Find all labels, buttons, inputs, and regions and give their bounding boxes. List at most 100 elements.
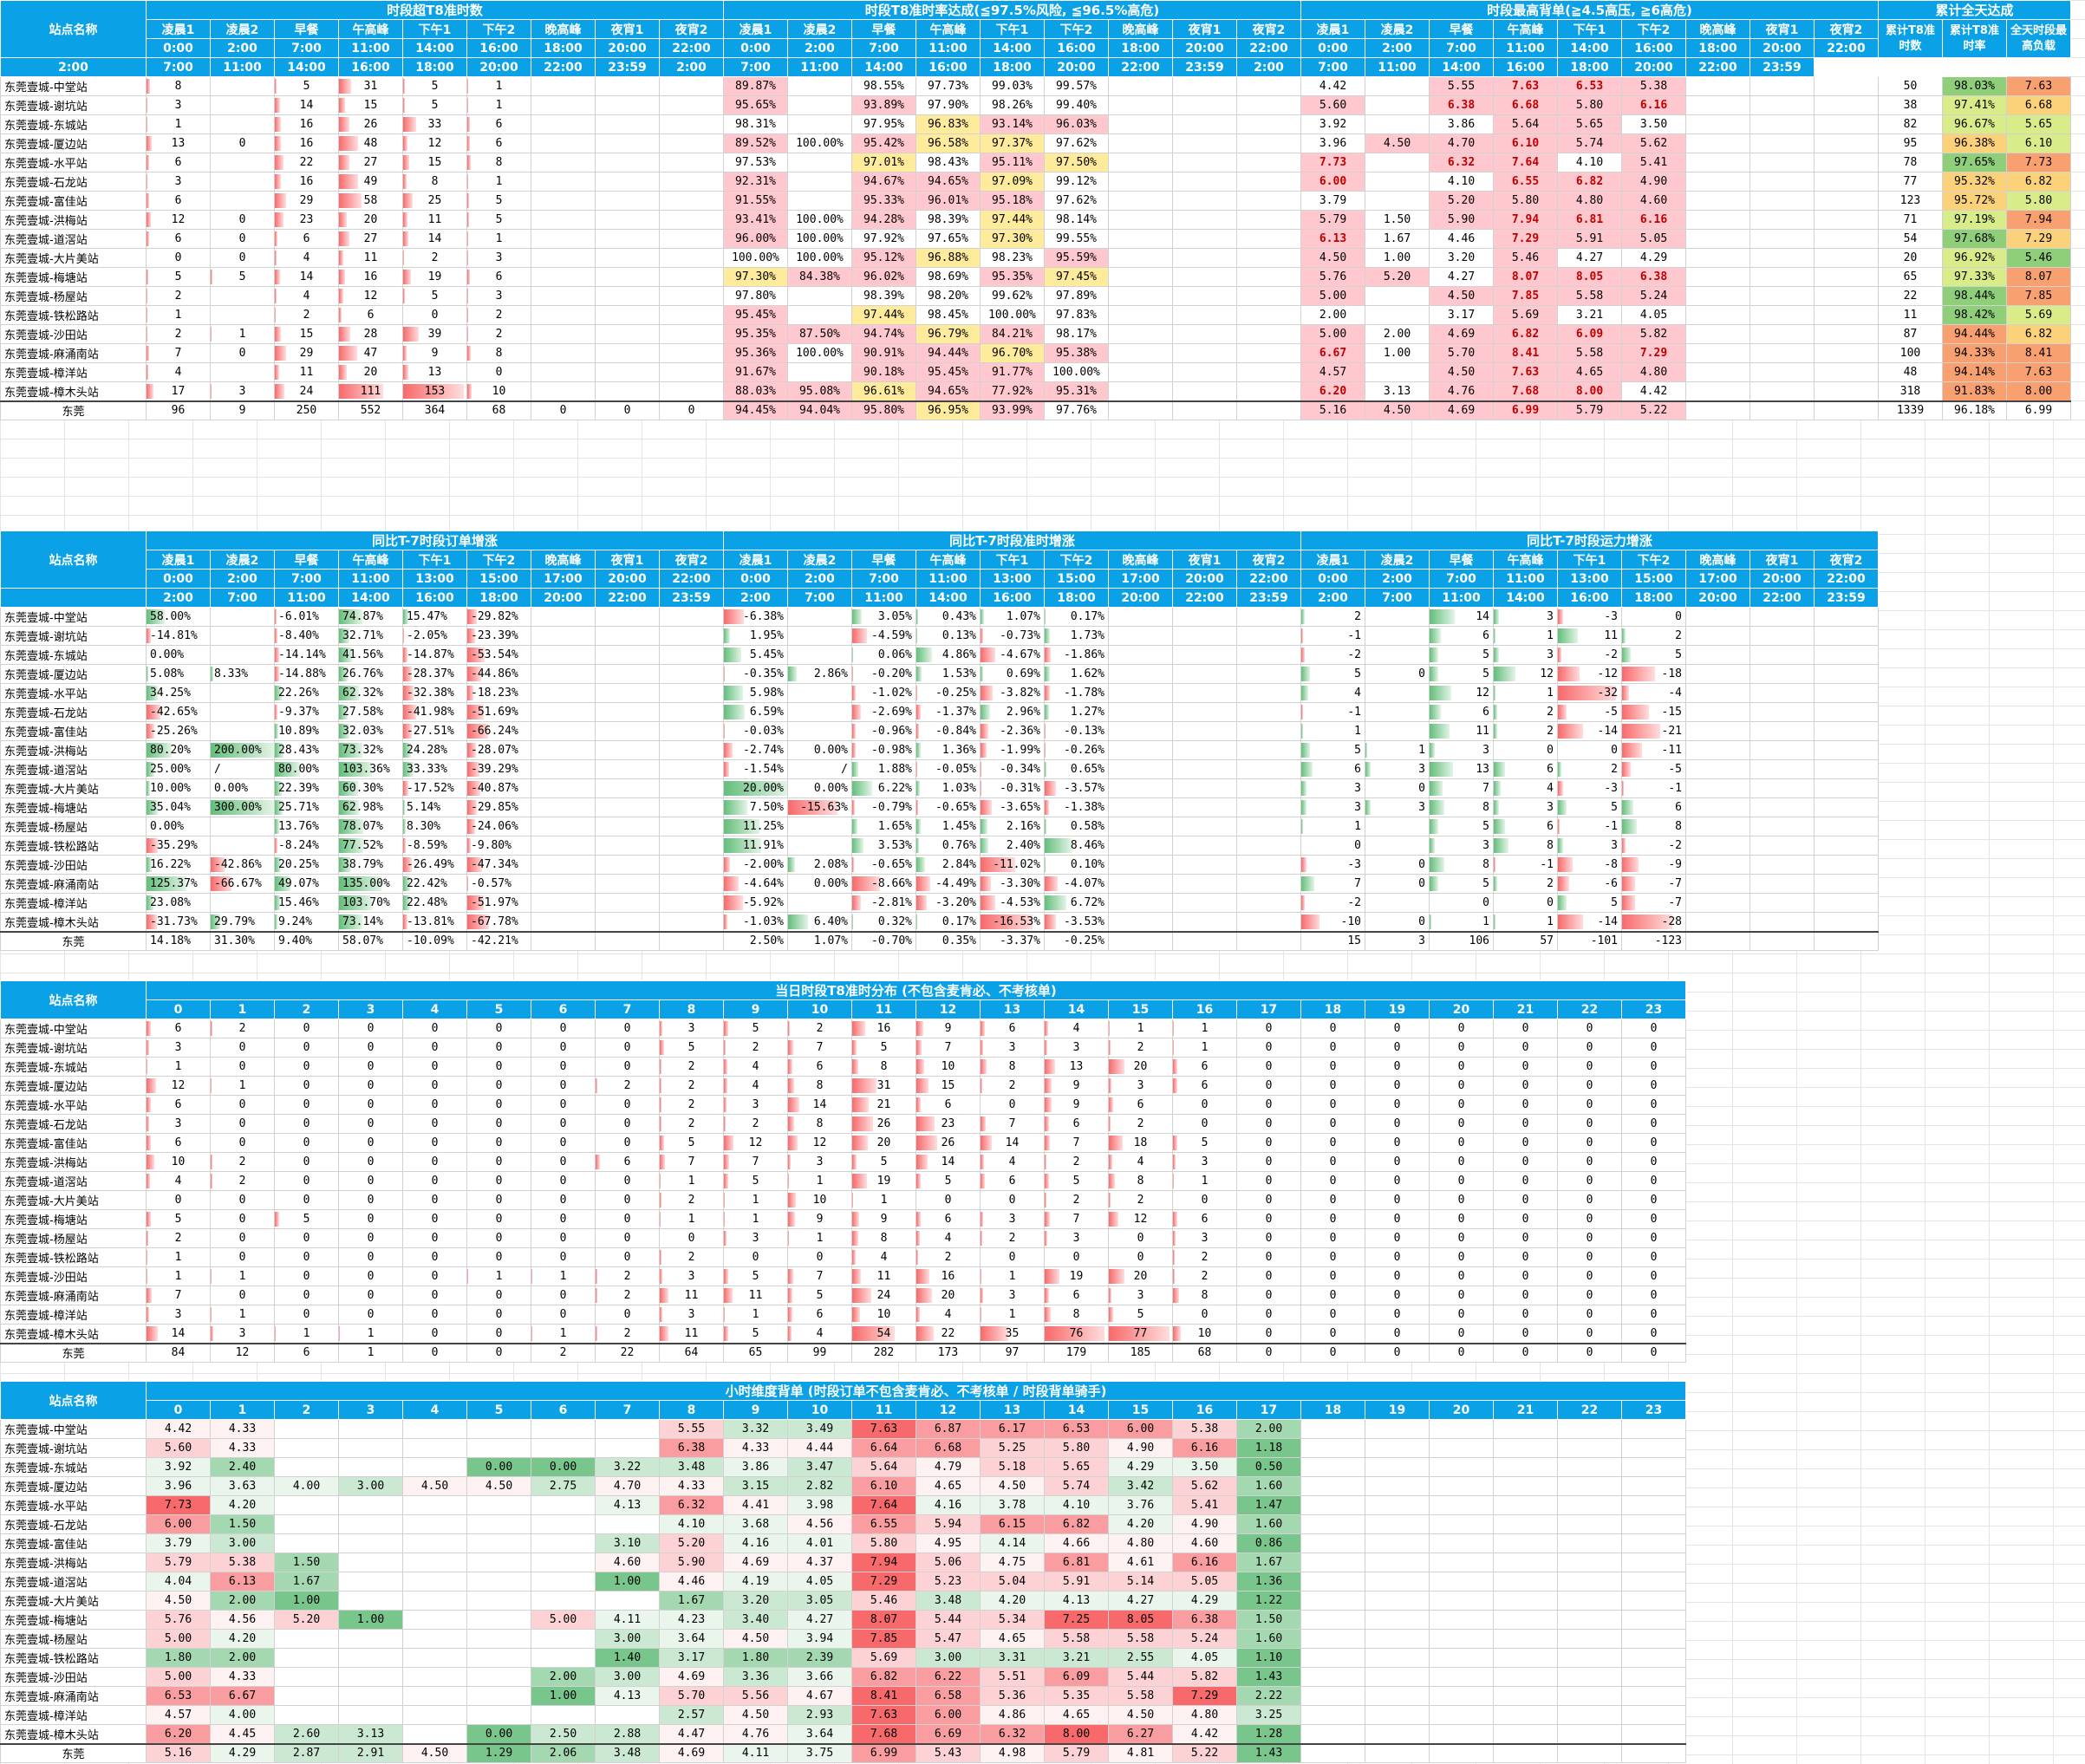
cell-value: 0 bbox=[1393, 1155, 1401, 1168]
hourly-count-cell: 0 bbox=[1365, 1266, 1430, 1286]
hourly-load-cell: 3.40 bbox=[723, 1610, 788, 1630]
hourly-count-cell: 5 bbox=[851, 1038, 916, 1058]
cell-value: 100.00% bbox=[1052, 366, 1100, 379]
cell-value: 6.99 bbox=[870, 1747, 898, 1761]
rider-growth-cell: -3 bbox=[1557, 778, 1622, 798]
hourly-count-cell: 0 bbox=[402, 1057, 467, 1077]
ontime-growth-cell: -16.53% bbox=[980, 912, 1045, 932]
header-cell: 晚高峰 bbox=[531, 550, 596, 570]
cell-value: 5.55 bbox=[677, 1422, 706, 1435]
ontime-rate-cell bbox=[1172, 267, 1237, 287]
hourly-load-cell: 6.13 bbox=[210, 1572, 275, 1592]
orders-growth-cell: 8.30% bbox=[402, 817, 467, 836]
data-bar bbox=[1109, 1078, 1111, 1093]
cell-value: 6 bbox=[1547, 763, 1554, 776]
ontime-growth-cell: -4.53% bbox=[980, 893, 1045, 913]
max-load-cell: 5.00 bbox=[1300, 324, 1365, 344]
cumulative-cell: 7.94 bbox=[2006, 210, 2071, 230]
rider-growth-cell bbox=[1685, 912, 1750, 932]
cell-value: -0.57% bbox=[471, 877, 511, 890]
cell-value: 0 bbox=[1008, 1251, 1016, 1264]
cell-value: 0 bbox=[1265, 1175, 1273, 1188]
cell-value: 2 bbox=[431, 251, 439, 264]
hourly-load-cell: 5.24 bbox=[1172, 1629, 1237, 1649]
data-bar bbox=[1045, 838, 1072, 853]
data-bar bbox=[1301, 819, 1304, 834]
cell-value: 0 bbox=[1457, 1194, 1465, 1207]
data-bar bbox=[1109, 1174, 1116, 1188]
station-name: 东莞壹城-梅塘站 bbox=[0, 1209, 147, 1229]
cell-value: 1 bbox=[174, 1251, 182, 1264]
data-bar bbox=[981, 667, 983, 681]
ontime-growth-cell: -0.70% bbox=[851, 930, 916, 951]
cell-value: 0 bbox=[1547, 744, 1554, 757]
cell-value: 0 bbox=[1354, 839, 1361, 852]
cell-value: 6 bbox=[1201, 1213, 1209, 1226]
cell-value: 5.90 bbox=[1447, 213, 1476, 226]
cell-value: 5.65 bbox=[2024, 118, 2053, 131]
hourly-count-cell: 0 bbox=[338, 1019, 403, 1038]
hourly-load-cell bbox=[1365, 1495, 1430, 1515]
cell-value: 26 bbox=[363, 118, 378, 131]
cell-value: 6 bbox=[1675, 801, 1682, 814]
hourly-load-cell bbox=[338, 1629, 403, 1649]
cell-value: 12 bbox=[1476, 687, 1489, 700]
hourly-load-cell: 4.50 bbox=[402, 1742, 467, 1763]
header-cell: 22:00 bbox=[1108, 57, 1173, 77]
header-row: 0:00 2:00 7:00 11:00 13:00 15:00 17:00 20:00 22:… bbox=[1, 569, 1879, 589]
station-name: 东莞 bbox=[0, 1342, 147, 1363]
cell-value: 5.46 bbox=[870, 1594, 898, 1607]
hourly-count-cell: 1 bbox=[787, 1171, 852, 1191]
cell-value: 8 bbox=[174, 80, 182, 93]
hourly-load-cell bbox=[1300, 1533, 1365, 1553]
cell-value: 97.45% bbox=[1056, 270, 1097, 283]
ontime-rate-cell: 98.45% bbox=[915, 305, 981, 325]
hourly-load-cell: 4.33 bbox=[210, 1438, 275, 1458]
header-cell: 7:00 bbox=[1429, 38, 1494, 58]
rider-growth-cell: 0 bbox=[1365, 664, 1430, 684]
cell-value: 0 bbox=[1457, 1136, 1465, 1149]
header-cell: 夜宵2 bbox=[1236, 550, 1301, 570]
hourly-count-cell: 0 bbox=[338, 1095, 403, 1115]
header-cell: 20:00 bbox=[1172, 569, 1237, 589]
cell-value: 5.79 bbox=[1062, 1747, 1091, 1761]
header-cell: 凌晨1 bbox=[146, 19, 211, 39]
hourly-load-cell bbox=[1493, 1457, 1558, 1477]
header-cell: 16:00 bbox=[402, 588, 467, 608]
cell-value: -32 bbox=[1597, 687, 1618, 700]
header-cell: 1 bbox=[210, 999, 275, 1019]
cell-value: 5.45% bbox=[749, 648, 784, 661]
cell-value: 76 bbox=[1069, 1326, 1084, 1340]
cell-value: -28 bbox=[1661, 915, 1682, 928]
cell-value: 1 bbox=[687, 1213, 695, 1226]
orders-growth-cell: 58.07% bbox=[338, 930, 403, 951]
cumulative-cell: 6.82 bbox=[2006, 324, 2071, 344]
header-cell: 3 bbox=[338, 999, 403, 1019]
over-count-cell bbox=[659, 248, 724, 268]
cell-value: 4.80 bbox=[1190, 1709, 1219, 1722]
data-bar bbox=[275, 174, 282, 189]
cell-value: 0 bbox=[238, 1041, 246, 1054]
hourly-load-cell: 1.40 bbox=[595, 1648, 660, 1668]
hourly-load-cell bbox=[1429, 1495, 1494, 1515]
rider-growth-cell: 5 bbox=[1429, 817, 1494, 836]
orders-growth-cell: 16.22% bbox=[146, 855, 211, 875]
max-load-cell: 7.29 bbox=[1621, 343, 1686, 363]
cell-value: 98.31% bbox=[735, 118, 776, 131]
station-name: 东莞壹城-水平站 bbox=[0, 1495, 147, 1515]
cell-value: 6.67 bbox=[228, 1689, 257, 1702]
orders-growth-cell: 9.24% bbox=[274, 912, 339, 932]
header-cell: 16:00 bbox=[980, 588, 1045, 608]
rider-growth-cell: -2 bbox=[1300, 893, 1365, 913]
data-bar bbox=[981, 876, 992, 891]
ontime-growth-cell: / bbox=[787, 759, 852, 779]
station-name: 东莞壹城-杨屋站 bbox=[0, 1629, 147, 1649]
cell-value: -0.34% bbox=[1000, 763, 1040, 776]
ontime-rate-cell: 97.89% bbox=[1044, 286, 1109, 306]
cell-value: 0 bbox=[367, 1079, 375, 1092]
cell-value: 1 bbox=[303, 1326, 310, 1340]
hourly-count-cell: 0 bbox=[1493, 1038, 1558, 1058]
max-load-cell: 4.80 bbox=[1621, 362, 1686, 382]
header-cell: 18:00 bbox=[531, 38, 596, 58]
